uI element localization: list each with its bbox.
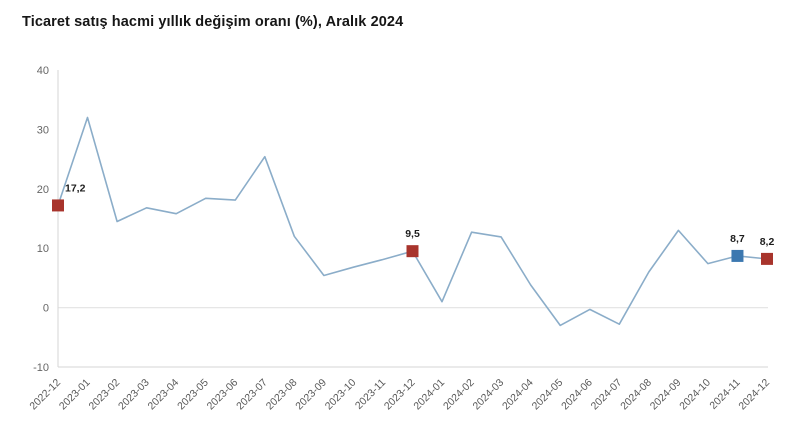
x-axis-tick-label: 2024-06 [559, 377, 595, 413]
x-axis-tick-label: 2022-12 [27, 377, 63, 413]
x-axis-tick-label: 2023-02 [86, 377, 122, 413]
x-axis-tick-label: 2023-04 [146, 377, 182, 413]
y-axis-tick-label: -10 [33, 362, 49, 374]
x-axis-tick-label: 2023-08 [264, 377, 300, 413]
x-axis-tick-label: 2024-07 [589, 377, 625, 413]
x-axis-tick-label: 2024-02 [441, 377, 477, 413]
x-axis-tick-label: 2024-12 [736, 377, 772, 413]
chart-title: Ticaret satış hacmi yıllık değişim oranı… [22, 14, 404, 30]
x-axis-tick-label: 2024-01 [411, 377, 447, 413]
data-point-label: 17,2 [65, 182, 86, 194]
x-axis-tick-label: 2023-05 [175, 377, 211, 413]
x-axis-tick-label: 2023-10 [323, 377, 359, 413]
x-axis-tick-label: 2024-09 [648, 377, 684, 413]
y-axis-tick-label: 30 [37, 124, 49, 136]
x-axis-tick-label: 2024-08 [618, 377, 654, 413]
data-point-marker [52, 199, 64, 212]
x-axis-tick-label: 2023-07 [234, 377, 270, 413]
y-axis-tick-label: 40 [37, 65, 49, 77]
x-axis-tick-label: 2023-01 [57, 377, 93, 413]
data-series-line [57, 116, 768, 327]
x-axis-tick-label: 2023-11 [353, 377, 388, 412]
data-point-marker [731, 249, 744, 262]
x-axis-tick-label: 2023-03 [116, 377, 152, 413]
x-axis-tick-label: 2023-06 [205, 377, 241, 413]
x-axis-tick-label: 2023-12 [382, 377, 418, 413]
x-axis-tick-label: 2024-05 [530, 377, 566, 413]
data-point-label: 9,5 [405, 228, 420, 240]
data-point-label: 8,2 [760, 236, 775, 248]
y-axis-tick-label: 20 [37, 184, 49, 196]
x-axis-tick-label: 2023-09 [293, 377, 329, 413]
x-axis-tick-label: 2024-11 [707, 377, 742, 412]
x-axis-tick-label: 2024-10 [677, 377, 713, 413]
y-axis-tick-label: 10 [37, 243, 49, 255]
y-axis-tick-label: 0 [43, 303, 49, 315]
data-point-marker [761, 252, 773, 265]
x-axis-tick-label: 2024-04 [500, 377, 536, 413]
data-point-label: 8,7 [730, 233, 745, 245]
x-axis-tick-label: 2024-03 [471, 377, 507, 413]
data-point-marker [406, 245, 419, 258]
